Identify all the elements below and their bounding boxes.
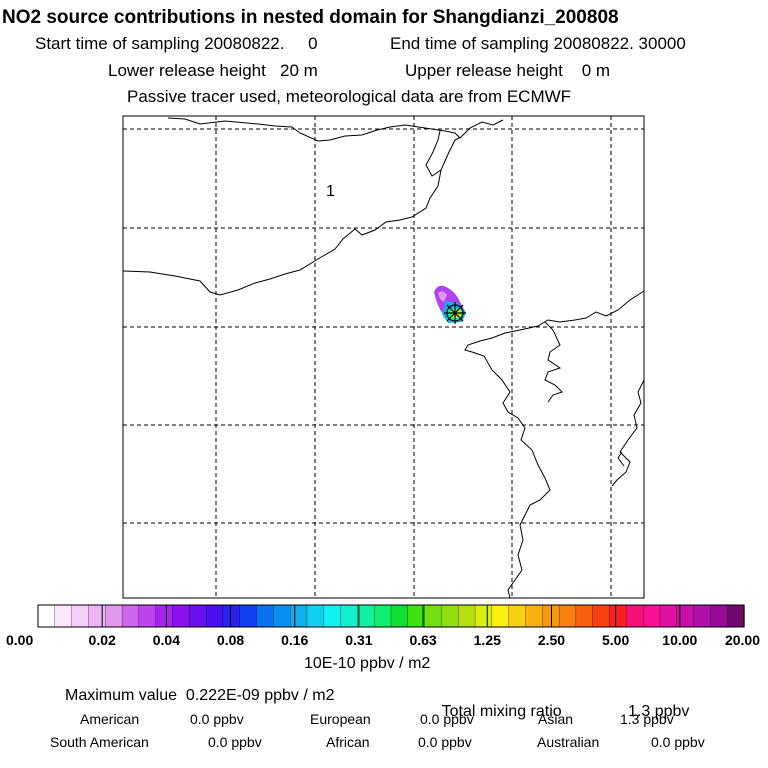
legend-cell (172, 604, 190, 628)
region-australian-value: 0.0 ppbv (651, 734, 705, 750)
legend-cell (508, 604, 527, 628)
legend-cell (727, 604, 745, 628)
legend-tick-label: 1.25 (473, 632, 501, 648)
map-title: NO2 source contributions in nested domai… (2, 7, 619, 28)
tracer-note: Passive tracer used, meteorological data… (127, 87, 572, 106)
region-south-american-value: 0.0 ppbv (208, 734, 262, 750)
legend-tick-label: 0.04 (152, 632, 180, 648)
region-australian-name: Australian (537, 734, 600, 750)
legend-tick-label: 0.16 (281, 632, 309, 648)
legend-cell (357, 604, 375, 628)
border-river (425, 130, 442, 177)
total-mixing-value: 1.3 ppbv (628, 703, 690, 720)
legend-cell (558, 604, 577, 628)
legend-cell (407, 604, 426, 628)
legend-cell (239, 604, 258, 628)
legend-cell (88, 604, 106, 628)
start-time-label: Start time of sampling 20080822. 0 (35, 34, 318, 53)
legend-cell (592, 604, 611, 628)
legend-cell (710, 604, 728, 628)
legend-cell (424, 604, 443, 628)
legend-cell (138, 604, 157, 628)
legend-major-dividers (101, 605, 681, 627)
legend-cell (323, 604, 342, 628)
legend-cell (289, 604, 308, 628)
legend-cell (458, 604, 476, 628)
legend-cell (659, 604, 678, 628)
region-african-name: African (326, 734, 370, 750)
legend-cell (189, 604, 207, 628)
legend-cell (121, 604, 140, 628)
map-frame (122, 115, 645, 599)
legend-cell (542, 604, 560, 628)
legend-cell (693, 604, 712, 628)
legend-tick-label: 5.00 (602, 632, 630, 648)
legend-tick-label: 0.02 (88, 632, 116, 648)
border-central (122, 137, 460, 296)
legend-cells (37, 604, 745, 628)
legend-cell (306, 604, 325, 628)
legend-tick-label: 10.00 (662, 632, 698, 648)
upper-height-label: Upper release height 0 m (405, 61, 611, 80)
region-asian-name: Asian (538, 711, 574, 727)
legend-cell (525, 604, 543, 628)
total-mixing-ratio: Total mixing ratio 1.3 ppbv (433, 688, 690, 720)
legend-cell (474, 604, 493, 628)
region-label: 1 (326, 183, 335, 200)
legend-cell (222, 604, 241, 628)
region-european-value: 0.0 ppbv (420, 711, 474, 727)
legend-cell (37, 604, 56, 628)
legend-cell (256, 604, 274, 628)
coast-peninsula (544, 321, 563, 403)
station-cross-d2 (446, 304, 464, 322)
legend-tick-label: 20.00 (724, 632, 760, 648)
legend-frame (37, 604, 745, 628)
legend-cell (105, 604, 123, 628)
total-mixing-label: Total mixing ratio (441, 703, 562, 720)
legend-cell (609, 604, 627, 628)
legend-cell (575, 604, 594, 628)
legend-cell (273, 604, 291, 628)
legend-units: 10E-10 ppbv / m2 (304, 655, 431, 672)
legend-cell (155, 604, 174, 628)
legend-cell (626, 604, 644, 628)
maximum-value: Maximum value 0.222E-09 ppbv / m2 (65, 687, 335, 704)
legend-tick-label: 0.31 (345, 632, 373, 648)
lower-height-label: Lower release height 20 m (108, 61, 318, 80)
region-south-american-name: South American (50, 734, 149, 750)
legend-tick-label: 2.50 (537, 632, 566, 648)
legend-cell (54, 604, 73, 628)
region-european-name: European (310, 711, 371, 727)
region-american-name: American (80, 711, 140, 727)
border-north (167, 117, 504, 142)
receptor-station-icon (444, 302, 466, 324)
legend-cell (374, 604, 392, 628)
coast-korea (617, 451, 625, 467)
legend-tick-label: 0.00 (6, 632, 34, 648)
legend-cell (441, 604, 459, 628)
coast-east (611, 379, 645, 487)
legend-cell (390, 604, 409, 628)
legend-cell (642, 604, 661, 628)
end-time-label: End time of sampling 20080822. 30000 (390, 34, 686, 53)
legend-cell (205, 604, 224, 628)
boundaries (122, 117, 645, 599)
plume-edge (438, 291, 447, 302)
legend-cell (71, 604, 90, 628)
legend-tick-label: 0.08 (216, 632, 245, 648)
legend-cell (340, 604, 359, 628)
region-african-value: 0.0 ppbv (418, 734, 472, 750)
legend-tick-label: 0.63 (409, 632, 437, 648)
region-asian-value: 1.3 ppbv (620, 711, 674, 727)
legend-cell (491, 604, 510, 628)
coast-bohai (464, 290, 645, 599)
region-american-value: 0.0 ppbv (190, 711, 244, 727)
